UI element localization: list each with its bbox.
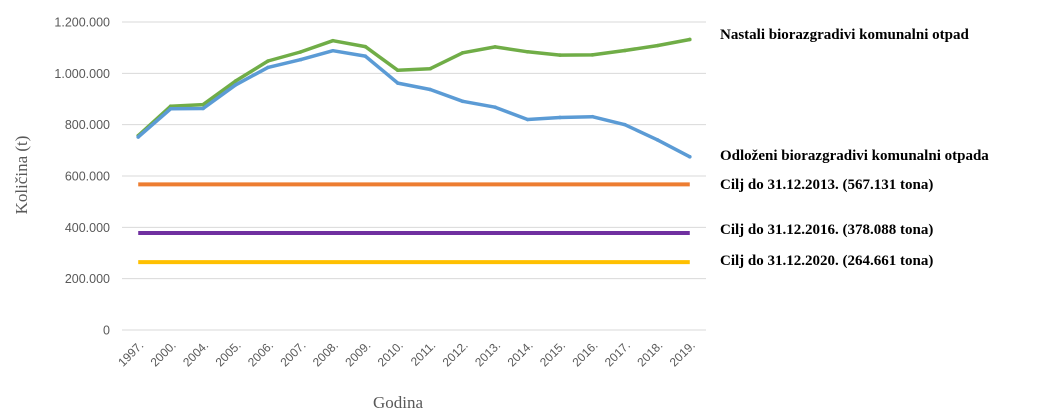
y-tick-label: 800.000 bbox=[65, 118, 110, 132]
series-1-point bbox=[655, 43, 660, 48]
series-label-2: Odloženi biorazgradivi komunalni otpada bbox=[720, 148, 989, 164]
x-tick-label: 2000. bbox=[148, 338, 179, 369]
series-1-point bbox=[623, 48, 627, 53]
x-tick-label: 2005. bbox=[213, 338, 244, 369]
series-2-point bbox=[395, 81, 400, 85]
x-axis-ticks: 1997. 2000. 2004. 2005. 2006. 2007. 2008. 2009.… bbox=[115, 338, 698, 369]
series-1-point bbox=[298, 50, 303, 54]
x-tick-label: 2012. bbox=[440, 338, 471, 369]
series-2-point bbox=[687, 154, 692, 159]
x-tick-label: 2013. bbox=[472, 338, 503, 369]
x-tick-label: 2010. bbox=[375, 338, 406, 369]
series-1-point bbox=[201, 102, 205, 107]
series-2-point bbox=[363, 54, 368, 58]
series-2-point bbox=[136, 135, 141, 139]
series-1-point bbox=[687, 37, 692, 42]
x-tick-label: 2018. bbox=[634, 338, 665, 369]
series-2-point bbox=[655, 138, 660, 142]
y-tick-label: 200.000 bbox=[65, 272, 110, 286]
series-1-point bbox=[428, 66, 433, 71]
x-tick-label: 2015. bbox=[537, 338, 568, 369]
target-lines bbox=[138, 182, 690, 265]
series-2-point bbox=[266, 65, 270, 70]
data-series bbox=[136, 37, 692, 159]
series-2-point bbox=[493, 105, 497, 110]
x-tick-label: 2017. bbox=[602, 338, 633, 369]
series-2-point bbox=[233, 83, 238, 87]
series-labels: Nastali biorazgradivi komunalni otpad Odl… bbox=[720, 27, 989, 269]
target-label-2: Cilj do 31.12.2016. (378.088 tona) bbox=[720, 222, 933, 238]
x-tick-label: 2007. bbox=[277, 338, 308, 369]
series-2-point bbox=[428, 87, 433, 92]
series-2-point bbox=[590, 114, 595, 119]
series-1-point bbox=[493, 45, 497, 49]
series-1-point bbox=[590, 53, 595, 57]
series-2-point bbox=[201, 106, 205, 111]
x-tick-label: 2014. bbox=[505, 338, 536, 369]
series-1-point bbox=[395, 68, 400, 73]
x-tick-label: 2004. bbox=[180, 338, 211, 369]
series-1-point bbox=[525, 49, 530, 54]
series-line-1 bbox=[136, 37, 692, 138]
y-axis-title: Količina (t) bbox=[12, 136, 31, 215]
series-2-point bbox=[298, 57, 303, 62]
series-label-1: Nastali biorazgradivi komunalni otpad bbox=[720, 27, 969, 43]
x-axis-title: Godina bbox=[373, 393, 424, 412]
y-tick-label: 0 bbox=[103, 324, 110, 338]
target-label-1: Cilj do 31.12.2013. (567.131 tona) bbox=[720, 177, 933, 193]
x-tick-label: 1997. bbox=[115, 338, 146, 369]
y-tick-label: 1.200.000 bbox=[54, 16, 110, 30]
x-tick-label: 2006. bbox=[245, 338, 276, 369]
x-tick-label: 2016. bbox=[569, 338, 600, 369]
x-tick-label: 2008. bbox=[310, 338, 341, 369]
x-tick-label: 2019. bbox=[667, 338, 698, 369]
series-1-point bbox=[558, 53, 562, 57]
series-line-2 bbox=[136, 48, 692, 159]
y-tick-label: 1.000.000 bbox=[54, 67, 110, 81]
x-tick-label: 2011. bbox=[408, 338, 439, 369]
series-2-point bbox=[168, 106, 173, 111]
gridlines bbox=[122, 21, 706, 331]
x-tick-label: 2009. bbox=[342, 338, 373, 369]
series-1-point bbox=[363, 44, 368, 49]
series-2-point bbox=[460, 99, 465, 104]
series-1-point bbox=[331, 38, 335, 43]
y-tick-label: 600.000 bbox=[65, 170, 110, 184]
y-tick-label: 400.000 bbox=[65, 221, 110, 235]
series-1-point bbox=[233, 79, 238, 83]
series-2-point bbox=[331, 48, 335, 53]
series-2-point bbox=[623, 122, 627, 127]
target-label-3: Cilj do 31.12.2020. (264.661 tona) bbox=[720, 253, 933, 269]
series-2-point bbox=[558, 115, 562, 120]
series-2-point bbox=[525, 117, 530, 122]
series-1-point bbox=[460, 51, 465, 55]
series-1-point bbox=[266, 59, 270, 63]
y-axis-ticks: 0 200.000 400.000 600.000 800.000 1.000.000 1.… bbox=[54, 16, 110, 338]
